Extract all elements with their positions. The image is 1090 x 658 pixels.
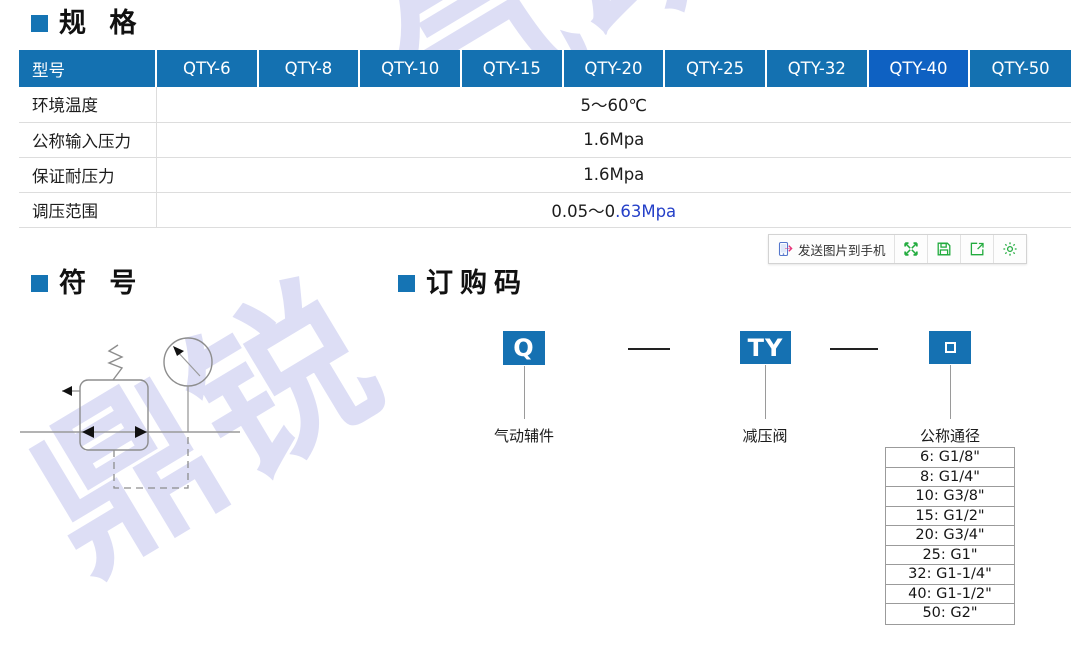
- symbol-section-title: 符 号: [59, 268, 144, 299]
- table-row: 公称输入压力 1.6Mpa: [19, 122, 1071, 158]
- table-header-qty-15: QTY-15: [460, 50, 564, 87]
- table-header-qty-20: QTY-20: [562, 50, 666, 87]
- placeholder-square-icon: [944, 342, 956, 353]
- row-label-nominal-input-pressure: 公称输入压力: [19, 122, 157, 158]
- table-header-qty-40: QTY-40: [867, 50, 971, 87]
- blue-square-bullet-icon: [31, 15, 48, 32]
- list-item: 8: G1/4": [886, 468, 1014, 487]
- symbol-pilot-dashed-line: [113, 432, 189, 489]
- order-label-pneumatic-accessory: 气动辅件: [493, 427, 555, 445]
- row-value-pressure-range: 0.05～0.63Mpa: [156, 192, 1071, 228]
- table-row: 调压范围 0.05～0.63Mpa: [19, 192, 1071, 228]
- list-item: 32: G1-1/4": [886, 565, 1014, 585]
- order-leader-line-diameter: [950, 365, 951, 419]
- row-value-nominal-input-pressure: 1.6Mpa: [156, 122, 1071, 158]
- symbol-pressure-gauge: [163, 337, 213, 387]
- expand-icon: [903, 241, 919, 257]
- share-button[interactable]: [961, 235, 994, 263]
- save-icon: [936, 241, 952, 257]
- symbol-valve-body: [79, 379, 149, 451]
- send-to-phone-button[interactable]: 发送图片到手机: [769, 235, 895, 263]
- row-value-proof-pressure: 1.6Mpa: [156, 157, 1071, 193]
- symbol-section-heading: 符 号: [31, 270, 143, 297]
- expand-button[interactable]: [895, 235, 928, 263]
- symbol-inner-arrow-left: [82, 426, 94, 438]
- spec-section-title: 规 格: [59, 8, 144, 39]
- save-button[interactable]: [928, 235, 961, 263]
- table-header-qty-32: QTY-32: [765, 50, 869, 87]
- order-label-pressure-reducing-valve: 减压阀: [742, 427, 788, 445]
- order-section-title: 订购码: [426, 268, 528, 299]
- table-header-qty-10: QTY-10: [359, 50, 462, 87]
- list-item: 20: G3/4": [886, 526, 1014, 546]
- row-label-pressure-range: 调压范围: [19, 192, 157, 228]
- pressure-regulator-symbol-diagram: [20, 337, 240, 489]
- symbol-spring: [107, 344, 124, 381]
- phone-send-icon: [777, 241, 793, 257]
- table-header-qty-6: QTY-6: [156, 50, 259, 87]
- order-leader-line-q: [524, 366, 525, 419]
- row-value-pressure-range-prefix: 0.05～0: [551, 201, 616, 221]
- send-to-phone-label: 发送图片到手机: [798, 242, 886, 258]
- ordering-code-diagram: Q TY 气动辅件 减压阀 公称通径 6: G1/8" 8: G1/4" 10:…: [398, 325, 1068, 645]
- blue-square-bullet-icon: [398, 275, 415, 292]
- order-code-box-ty: TY: [740, 331, 791, 364]
- row-label-proof-pressure: 保证耐压力: [19, 157, 157, 193]
- order-code-separator-2: [830, 348, 878, 350]
- symbol-gauge-needle-tip: [173, 346, 184, 356]
- nominal-diameter-option-list: 6: G1/8" 8: G1/4" 10: G3/8" 15: G1/2" 20…: [885, 447, 1015, 625]
- order-code-separator-1: [628, 348, 670, 350]
- list-item: 10: G3/8": [886, 487, 1014, 507]
- specification-table: 型号 QTY-6 QTY-8 QTY-10 QTY-15 QTY-20 QTY-…: [19, 50, 1071, 228]
- order-label-nominal-diameter: 公称通径: [919, 427, 981, 445]
- list-item: 15: G1/2": [886, 507, 1014, 526]
- row-value-pressure-range-blue: .63Mpa: [615, 201, 677, 221]
- list-item: 25: G1": [886, 546, 1014, 565]
- row-label-ambient-temperature: 环境温度: [19, 87, 157, 123]
- symbol-inner-arrow-right: [135, 426, 147, 438]
- symbol-gauge-needle: [175, 349, 201, 377]
- spec-section-heading: 规 格: [31, 10, 143, 37]
- blue-square-bullet-icon: [31, 275, 48, 292]
- order-section-heading: 订购码: [398, 270, 528, 297]
- table-header-qty-8: QTY-8: [257, 50, 361, 87]
- table-row: 保证耐压力 1.6Mpa: [19, 157, 1071, 193]
- table-header-model: 型号: [19, 50, 157, 87]
- table-header-row: 型号 QTY-6 QTY-8 QTY-10 QTY-15 QTY-20 QTY-…: [19, 50, 1071, 87]
- share-icon: [969, 241, 985, 257]
- list-item: 6: G1/8": [886, 448, 1014, 468]
- settings-button[interactable]: [994, 235, 1026, 263]
- order-code-box-diameter: [929, 331, 971, 364]
- table-row: 环境温度 5～60℃: [19, 87, 1071, 123]
- order-leader-line-ty: [765, 365, 766, 419]
- image-float-toolbar[interactable]: 发送图片到手机: [768, 234, 1027, 264]
- order-code-box-q: Q: [503, 331, 545, 365]
- list-item: 50: G2": [922, 605, 978, 621]
- gear-icon: [1002, 241, 1018, 257]
- symbol-left-arrowhead: [62, 386, 72, 396]
- table-header-qty-50: QTY-50: [969, 50, 1071, 87]
- list-item: 40: G1-1/2": [886, 585, 1014, 604]
- table-header-qty-25: QTY-25: [664, 50, 767, 87]
- row-value-ambient-temperature: 5～60℃: [156, 87, 1071, 123]
